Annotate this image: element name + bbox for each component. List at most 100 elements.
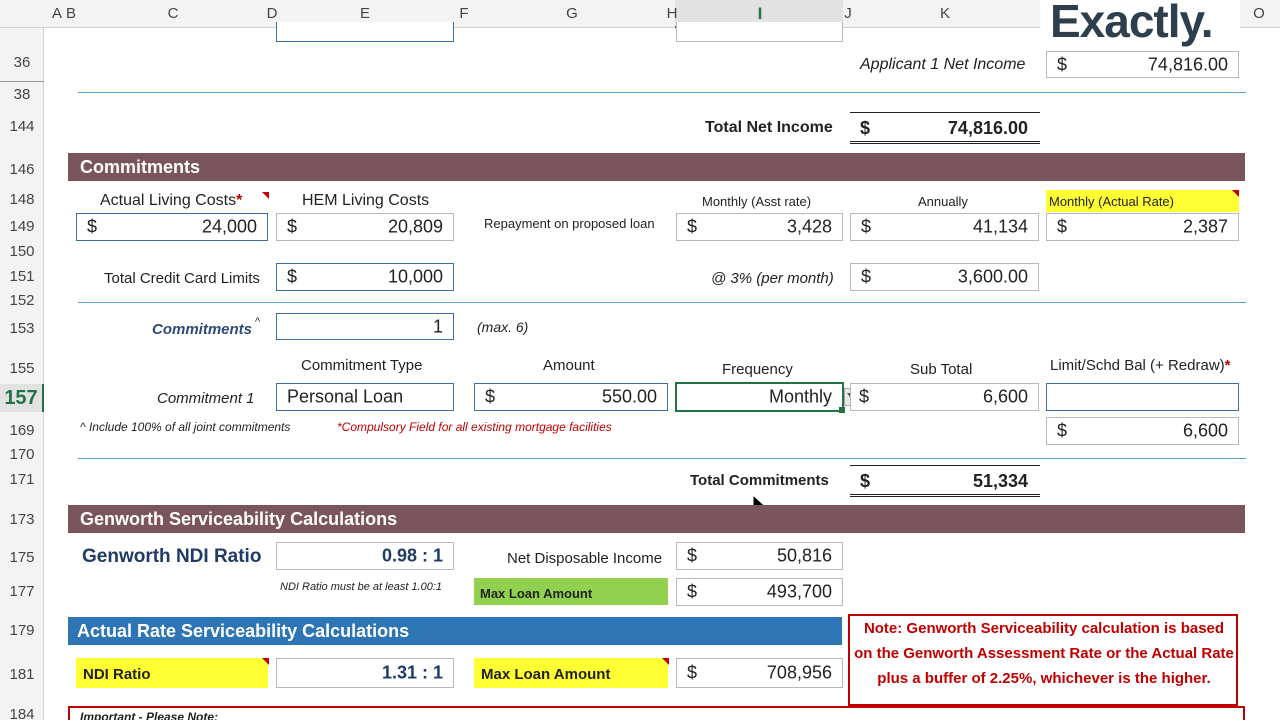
comment-indicator[interactable] <box>1232 190 1239 197</box>
limit-total-cell[interactable]: $ 6,600 <box>1046 417 1239 445</box>
row-header-38[interactable]: 38 <box>13 86 31 103</box>
row-header-181[interactable]: 181 <box>9 666 35 683</box>
currency-symbol: $ <box>861 266 872 287</box>
row-header-157[interactable]: 157 <box>0 384 44 412</box>
total-commitments-cell[interactable]: $ 51,334 <box>850 465 1040 497</box>
column-header-c[interactable]: C <box>167 5 179 22</box>
column-header-a[interactable]: A <box>51 5 62 22</box>
total-credit-card-limits-label: Total Credit Card Limits <box>104 270 260 287</box>
row-header-bar <box>0 28 44 720</box>
row-header-149[interactable]: 149 <box>9 218 35 235</box>
total-net-income-label: Total Net Income <box>705 119 833 136</box>
column-header-i[interactable]: I <box>757 4 763 23</box>
row-header-150[interactable]: 150 <box>9 243 35 260</box>
commitments-count-input[interactable]: 1 <box>276 313 454 340</box>
logo-background <box>1040 0 1240 44</box>
commitment-type-value: Personal Loan <box>287 386 404 407</box>
row-header-144[interactable]: 144 <box>9 118 35 135</box>
compulsory-field-footnote: *Compulsory Field for all existing mortg… <box>337 420 612 434</box>
total-net-income-cell[interactable]: $ 74,816.00 <box>850 112 1040 144</box>
annually-label: Annually <box>918 194 968 209</box>
row-header-146[interactable]: 146 <box>9 161 35 178</box>
monthly-actual-rate-cell[interactable]: $ 2,387 <box>1046 213 1239 241</box>
currency-symbol: $ <box>485 386 496 407</box>
commitment-type-input[interactable]: Personal Loan <box>276 383 454 411</box>
cut-off-cell-e[interactable] <box>276 22 454 42</box>
comment-indicator[interactable] <box>262 192 269 199</box>
currency-symbol: $ <box>1057 420 1068 441</box>
net-disposable-income-cell[interactable]: $ 50,816 <box>676 542 843 570</box>
actual-living-costs-text: Actual Living Costs <box>100 192 237 209</box>
limit-total-value: 6,600 <box>1182 420 1228 441</box>
actual-rate-banner: Actual Rate Serviceability Calculations <box>68 617 842 645</box>
cut-off-cell-i[interactable] <box>676 22 843 42</box>
currency-symbol: $ <box>87 216 98 237</box>
actual-max-loan-cell[interactable]: $ 708,956 <box>676 658 843 688</box>
applicant1-net-income-value: 74,816.00 <box>1147 54 1228 74</box>
row-header-175[interactable]: 175 <box>9 549 35 566</box>
row-separator <box>0 81 44 82</box>
applicant1-net-income-label: Applicant 1 Net Income <box>860 56 1026 73</box>
commitment-amount-input[interactable]: $ 550.00 <box>474 383 668 411</box>
commitments-count-value: 1 <box>432 316 443 336</box>
row-header-171[interactable]: 171 <box>9 471 35 488</box>
monthly-asst-rate-cell[interactable]: $ 3,428 <box>676 213 843 241</box>
column-header-j[interactable]: J <box>844 5 852 22</box>
column-header-f[interactable]: F <box>459 5 469 22</box>
actual-ndi-ratio-cell[interactable]: 1.31 : 1 <box>276 658 454 688</box>
annually-cell[interactable]: $ 41,134 <box>850 213 1039 241</box>
commitments-count-label: Commitments <box>152 321 253 338</box>
row-header-177[interactable]: 177 <box>9 583 35 600</box>
row-header-151[interactable]: 151 <box>9 268 35 285</box>
applicant1-net-income-cell[interactable]: $ 74,816.00 <box>1046 51 1239 78</box>
row-header-153[interactable]: 153 <box>9 320 35 337</box>
currency-symbol: $ <box>687 216 698 237</box>
commitment-subtotal-cell[interactable]: $ 6,600 <box>850 383 1039 411</box>
actual-max-loan-label: Max Loan Amount <box>481 666 611 683</box>
comment-indicator[interactable] <box>262 658 269 665</box>
net-disposable-income-value: 50,816 <box>776 545 832 566</box>
row-header-179[interactable]: 179 <box>9 622 35 639</box>
hem-living-costs-label: HEM Living Costs <box>302 192 430 209</box>
column-header-g[interactable]: G <box>566 5 578 22</box>
monthly-actual-rate-value: 2,387 <box>1182 216 1228 237</box>
actual-max-loan-label-cell: Max Loan Amount <box>474 658 668 688</box>
currency-symbol: $ <box>1057 216 1068 237</box>
column-header-b[interactable]: B <box>65 5 76 22</box>
total-credit-card-limits-input[interactable]: $ 10,000 <box>276 263 454 291</box>
annually-value: 41,134 <box>972 216 1028 237</box>
column-header-k[interactable]: K <box>939 5 950 22</box>
genworth-note-box: Note: Genworth Serviceability calculatio… <box>848 614 1238 706</box>
currency-symbol: $ <box>287 216 298 237</box>
row-header-148[interactable]: 148 <box>9 191 35 208</box>
exactly-logo: Exactly. <box>1050 0 1213 47</box>
section-divider <box>78 92 1246 93</box>
commitments-banner: Commitments <box>68 153 1245 181</box>
column-header-o[interactable]: O <box>1253 5 1265 22</box>
row-header-155[interactable]: 155 <box>9 360 35 377</box>
monthly-actual-rate-label: Monthly (Actual Rate) <box>1049 194 1174 209</box>
genworth-max-loan-cell[interactable]: $ 493,700 <box>676 578 843 606</box>
credit-rate-cell[interactable]: $ 3,600.00 <box>850 263 1039 291</box>
hem-living-costs-cell[interactable]: $ 20,809 <box>276 213 454 241</box>
limit-schd-bal-input[interactable] <box>1046 383 1239 411</box>
fill-handle[interactable] <box>839 407 845 413</box>
currency-symbol: $ <box>861 216 872 237</box>
limit-schd-bal-text: Limit/Schd Bal (+ Redraw) <box>1050 357 1225 374</box>
comment-indicator[interactable] <box>662 658 669 665</box>
row-header-170[interactable]: 170 <box>9 446 35 463</box>
column-header-e[interactable]: E <box>359 5 370 22</box>
column-header-h[interactable]: H <box>666 5 678 22</box>
row-header-169[interactable]: 169 <box>9 422 35 439</box>
row-header-184[interactable]: 184 <box>9 706 35 720</box>
credit-rate-label: @ 3% (per month) <box>711 270 834 287</box>
actual-max-loan-value: 708,956 <box>766 662 832 683</box>
row-header-36[interactable]: 36 <box>13 54 31 71</box>
frequency-value: Monthly <box>768 386 832 407</box>
frequency-dropdown[interactable]: Monthly <box>675 382 844 412</box>
actual-living-costs-input[interactable]: $ 24,000 <box>76 213 268 241</box>
genworth-ndi-ratio-cell[interactable]: 0.98 : 1 <box>276 542 454 570</box>
row-header-173[interactable]: 173 <box>9 511 35 528</box>
column-header-d[interactable]: D <box>266 5 278 22</box>
row-header-152[interactable]: 152 <box>9 292 35 309</box>
